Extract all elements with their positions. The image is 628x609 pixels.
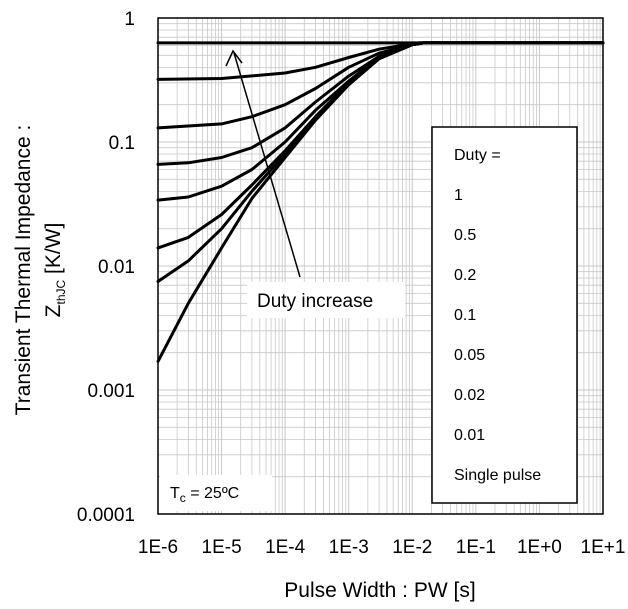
x-tick-labels: 1E-6 1E-5 1E-4 1E-3 1E-2 1E-1 1E+0 1E+1 bbox=[138, 537, 626, 558]
x-tick-label: 1E-6 bbox=[138, 537, 178, 558]
y-tick-label: 1 bbox=[124, 9, 135, 30]
legend-box bbox=[431, 126, 578, 504]
legend: Duty = 1 0.5 0.2 0.1 0.05 0.02 0.01 Single puls… bbox=[431, 126, 578, 504]
x-tick-label: 1E-2 bbox=[392, 537, 432, 558]
case-temperature-label: Tc = 25ºC bbox=[170, 485, 239, 505]
series-lines bbox=[156, 41, 605, 363]
legend-title: Duty = bbox=[454, 147, 501, 164]
legend-entry: Single pulse bbox=[454, 467, 541, 484]
duty-increase-annotation: Duty increase bbox=[257, 291, 373, 312]
x-axis-title: Pulse Width : PW [s] bbox=[284, 579, 475, 602]
duty-increase-box bbox=[247, 282, 405, 318]
y-tick-label: 0.0001 bbox=[77, 505, 135, 526]
legend-entry: 0.5 bbox=[454, 227, 476, 244]
y-axis-title-line2: ZthJC [K/W] bbox=[42, 223, 68, 318]
plot-frame bbox=[157, 17, 604, 515]
x-tick-label: 1E-4 bbox=[265, 537, 306, 558]
legend-entry: 1 bbox=[454, 187, 463, 204]
legend-entry: 0.2 bbox=[454, 267, 476, 284]
x-tick-label: 1E-5 bbox=[202, 537, 242, 558]
series-line-8 bbox=[156, 41, 605, 363]
legend-entry: 0.1 bbox=[454, 307, 476, 324]
x-tick-label: 1E+0 bbox=[517, 537, 562, 558]
legend-entry: 0.01 bbox=[454, 427, 485, 444]
legend-entry: 0.02 bbox=[454, 387, 485, 404]
y-tick-labels: 1 0.1 0.01 0.001 0.0001 bbox=[77, 9, 135, 526]
duty-increase-arrow bbox=[225, 49, 301, 278]
y-tick-label: 0.01 bbox=[98, 257, 135, 278]
x-tick-label: 1E+1 bbox=[581, 537, 626, 558]
legend-entries: 1 0.5 0.2 0.1 0.05 0.02 0.01 Single pulse bbox=[454, 187, 541, 484]
y-axis-title-line1: Transient Thermal Impedance : bbox=[12, 125, 35, 416]
condition-box bbox=[160, 475, 272, 511]
legend-entry: 0.05 bbox=[454, 347, 485, 364]
x-tick-label: 1E-3 bbox=[329, 537, 369, 558]
x-tick-label: 1E-1 bbox=[456, 537, 496, 558]
y-tick-label: 0.1 bbox=[109, 133, 135, 154]
y-tick-label: 0.001 bbox=[87, 381, 135, 402]
